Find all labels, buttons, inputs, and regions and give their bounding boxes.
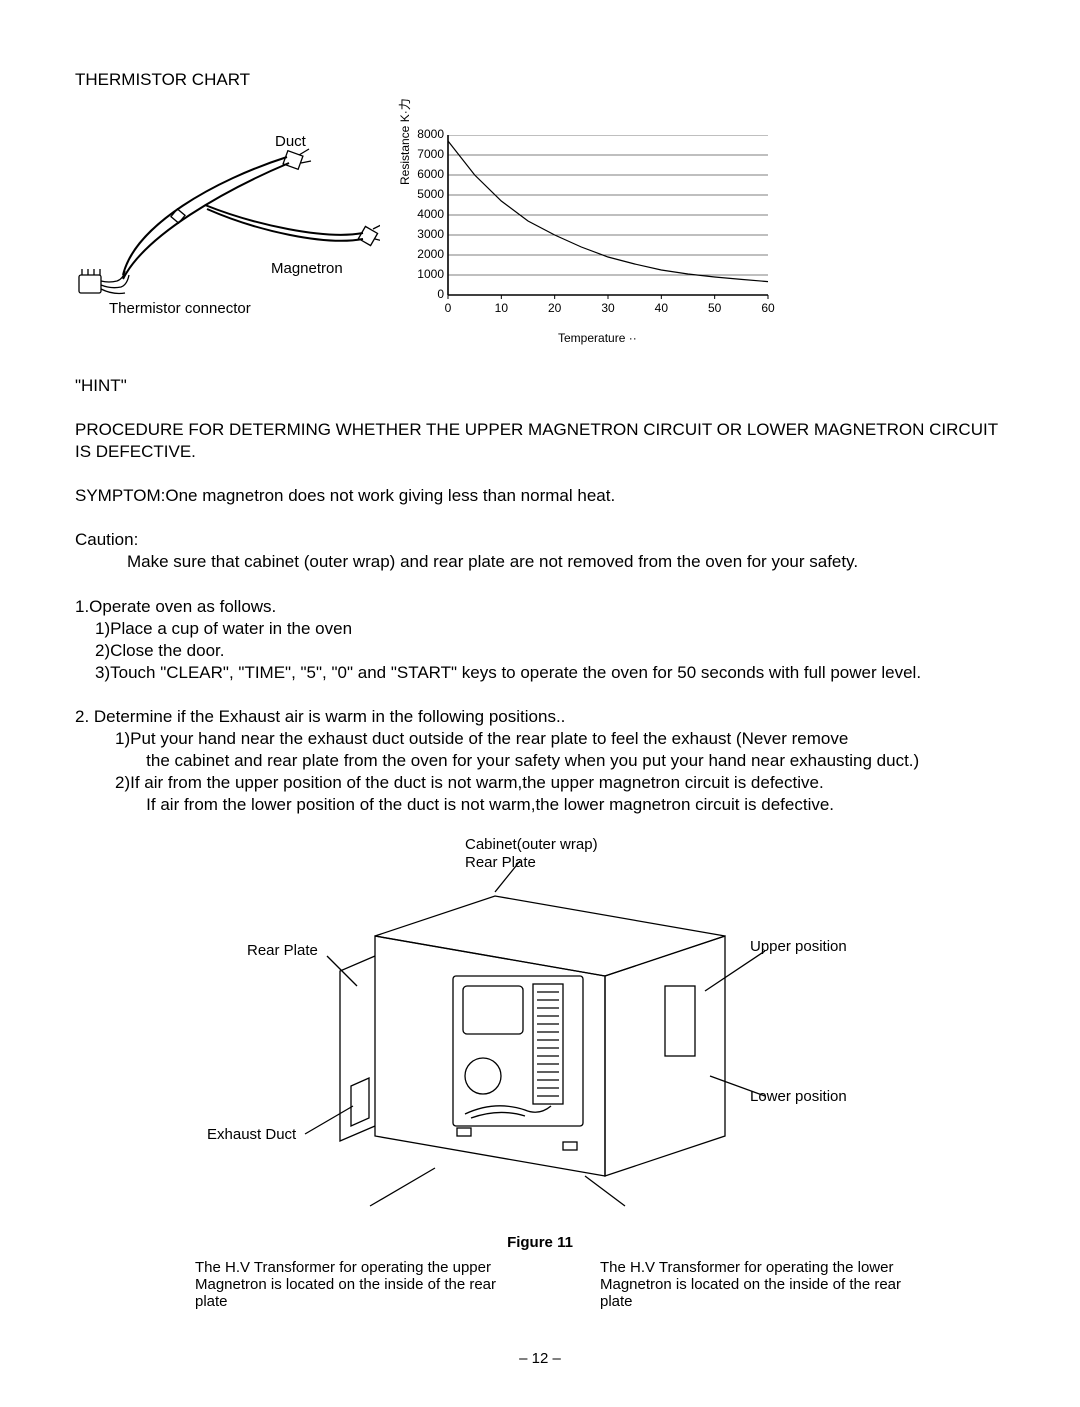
- step2-item: If air from the lower position of the du…: [75, 794, 1005, 816]
- step2-head: 2. Determine if the Exhaust air is warm …: [75, 706, 1005, 728]
- chart-xtick: 0: [436, 301, 460, 315]
- symptom-text: SYMPTOM:One magnetron does not work givi…: [75, 485, 1005, 507]
- caution-label: Caution:: [75, 529, 1005, 551]
- thermistor-svg: [75, 135, 380, 325]
- chart-xlabel: Temperature ··: [558, 331, 637, 345]
- chart-xtick: 20: [543, 301, 567, 315]
- step1-item: 3)Touch "CLEAR", "TIME", "5", "0" and "S…: [75, 662, 1005, 684]
- chart-ytick: 8000: [408, 127, 444, 141]
- oven-svg: [165, 836, 915, 1226]
- chart-ytick: 7000: [408, 147, 444, 161]
- chart-xtick: 30: [596, 301, 620, 315]
- chart-ytick: 6000: [408, 167, 444, 181]
- exhaust-duct-label: Exhaust Duct: [207, 1126, 296, 1143]
- figure-caption: Figure 11: [75, 1234, 1005, 1251]
- lower-position-label: Lower position: [750, 1088, 847, 1105]
- step2-item: 1)Put your hand near the exhaust duct ou…: [75, 728, 1005, 750]
- chart-ytick: 4000: [408, 207, 444, 221]
- page-number: – 12 –: [0, 1350, 1080, 1367]
- chart-ytick: 2000: [408, 247, 444, 261]
- chart-xtick: 10: [489, 301, 513, 315]
- right-note: The H.V Transformer for operating the lo…: [600, 1259, 915, 1310]
- upper-position-label: Upper position: [750, 938, 847, 955]
- chart-xtick: 50: [703, 301, 727, 315]
- cabinet-label: Cabinet(outer wrap): [465, 836, 598, 853]
- chart-ytick: 3000: [408, 227, 444, 241]
- chart-xtick: 60: [756, 301, 780, 315]
- hint-label: "HINT": [75, 375, 1005, 397]
- rear-plate-top-label: Rear Plate: [465, 854, 536, 871]
- figure-row: Duct Magnetron Thermistor connector Resi…: [75, 135, 1005, 345]
- page-title: THERMISTOR CHART: [75, 70, 1005, 90]
- left-note: The H.V Transformer for operating the up…: [195, 1259, 510, 1310]
- magnetron-label: Magnetron: [271, 260, 343, 277]
- figure-notes-row: The H.V Transformer for operating the up…: [165, 1259, 915, 1310]
- procedure-heading: PROCEDURE FOR DETERMING WHETHER THE UPPE…: [75, 419, 1005, 463]
- thermistor-chart: Resistance K·力 Temperature ·· 0100020003…: [408, 135, 788, 345]
- chart-xtick: 40: [649, 301, 673, 315]
- duct-label: Duct: [275, 133, 306, 150]
- chart-ytick: 0: [408, 287, 444, 301]
- oven-figure: Cabinet(outer wrap) Rear Plate Rear Plat…: [165, 836, 915, 1226]
- chart-ytick: 5000: [408, 187, 444, 201]
- step2-item: the cabinet and rear plate from the oven…: [75, 750, 1005, 772]
- step1-item: 1)Place a cup of water in the oven: [75, 618, 1005, 640]
- chart-ytick: 1000: [408, 267, 444, 281]
- step1-item: 2)Close the door.: [75, 640, 1005, 662]
- connector-label: Thermistor connector: [109, 300, 251, 317]
- thermistor-diagram: Duct Magnetron Thermistor connector: [75, 135, 380, 325]
- rear-plate-left-label: Rear Plate: [247, 942, 318, 959]
- step2-item: 2)If air from the upper position of the …: [75, 772, 1005, 794]
- caution-text: Make sure that cabinet (outer wrap) and …: [75, 551, 1005, 573]
- step1-head: 1.Operate oven as follows.: [75, 596, 1005, 618]
